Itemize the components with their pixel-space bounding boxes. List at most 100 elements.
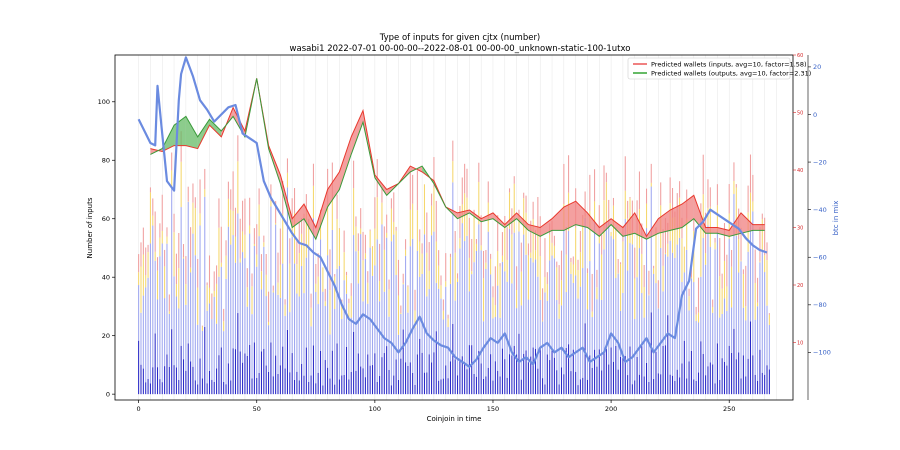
bar-segment-dark [742, 355, 744, 395]
bar-segment-yellow [175, 284, 177, 297]
bar-segment-dark [629, 346, 631, 395]
bar-segment-light [433, 231, 435, 353]
bar-segment-pink [508, 188, 511, 193]
bar-segment-dark [478, 350, 480, 395]
bar-segment-dark [523, 353, 525, 395]
bar-segment-light [296, 293, 298, 372]
bar-segment-dark [570, 371, 572, 395]
bar-segment-light [343, 280, 345, 375]
fill-inputs-above [280, 174, 293, 228]
bar-segment-light [586, 309, 589, 380]
bar-segment-dark [383, 353, 385, 395]
bar-segment-yellow [542, 320, 544, 322]
bar-segment-pink [291, 198, 293, 223]
bar-segment-yellow [648, 294, 650, 296]
bar-segment-dark [452, 323, 454, 395]
legend: Predicted wallets (inputs, avg=10, facto… [627, 57, 811, 80]
bar-segment-light [201, 330, 203, 379]
bar-segment-light [154, 260, 156, 334]
fill-inputs-above [552, 207, 564, 231]
bar-segment-yellow [154, 251, 156, 261]
bar-segment-dark [726, 365, 728, 395]
bar-segment-light [350, 317, 352, 372]
bar-segment-dark [527, 362, 529, 395]
bar-segment-yellow [348, 303, 350, 321]
bar-segment-pink [499, 263, 501, 267]
bar-segment-pink [227, 181, 229, 199]
bar-segment-pink [310, 293, 312, 308]
bar-segment-dark [679, 377, 681, 395]
bar-segment-pink [471, 238, 473, 272]
bar-segment-pink [180, 131, 182, 162]
bar-segment-light [324, 305, 326, 361]
bar-segment-yellow [291, 222, 293, 237]
bar-segment-pink [475, 239, 477, 244]
bar-segment-yellow [714, 242, 716, 250]
bar-segment-light [197, 324, 199, 385]
bar-segment-pink [579, 230, 581, 253]
bar-segment-pink [643, 265, 645, 287]
bar-segment-dark [147, 378, 149, 395]
bar-segment-light [206, 310, 208, 384]
bar-segment-yellow [438, 265, 440, 289]
bar-segment-light [445, 286, 447, 366]
bar-segment-yellow [237, 161, 239, 214]
bar-segment-yellow [388, 289, 390, 317]
bar-segment-pink [327, 168, 329, 205]
bar-segment-dark [754, 374, 756, 395]
fill-inputs-above [658, 209, 671, 234]
bar-segment-dark [362, 368, 364, 395]
bar-segment-dark [393, 375, 395, 395]
bar-segment-dark [693, 379, 695, 395]
bar-segment-pink [754, 249, 756, 283]
bar-segment-dark [308, 381, 310, 395]
bar-segment-dark [634, 380, 636, 395]
bar-segment-yellow [749, 192, 752, 222]
bar-segment-pink [435, 200, 437, 242]
bar-segment-pink [735, 184, 737, 188]
bar-segment-light [145, 287, 147, 383]
bar-segment-pink [466, 168, 468, 198]
bar-segment-dark [227, 363, 229, 395]
bar-segment-dark [532, 347, 534, 395]
fill-outputs-above [185, 116, 198, 149]
bar-segment-yellow [140, 266, 142, 313]
bar-segment-light [650, 186, 652, 313]
bar-segment-light [234, 262, 237, 350]
line-btc-in-mix [137, 56, 768, 368]
bar-segment-dark [584, 323, 586, 395]
bar-segment-light [312, 218, 314, 346]
bar-segment-yellow [454, 252, 456, 301]
right-blue-tick-label: −100 [813, 349, 831, 357]
bar-segment-yellow [204, 189, 206, 197]
bar-segment-light [270, 206, 272, 343]
bar-segment-yellow [197, 287, 199, 325]
bar-segment-light [553, 258, 555, 358]
bar-segment-dark [204, 326, 206, 395]
bar-segment-pink [480, 215, 482, 246]
bar-segment-yellow [508, 192, 511, 229]
y-tick-label: 20 [102, 332, 110, 340]
x-tick-label: 0 [137, 405, 141, 413]
bar-segment-pink [516, 266, 518, 291]
bar-segment-light [315, 292, 317, 384]
bar-segment-light [185, 304, 187, 371]
bar-segment-pink [374, 197, 376, 229]
bar-segment-pink [246, 268, 248, 288]
bar-segment-light [168, 313, 170, 367]
bar-segment-yellow [624, 190, 626, 220]
bar-segment-pink [303, 213, 305, 245]
bar-segment-pink [362, 231, 364, 261]
bar-segment-yellow [414, 310, 416, 328]
right-blue-tick-label: −40 [813, 206, 827, 214]
line-outputs [150, 78, 765, 241]
bar-segment-dark [232, 348, 234, 395]
bar-segment-yellow [631, 231, 633, 245]
bar-segment-yellow [279, 264, 281, 298]
bar-segment-dark [322, 385, 324, 395]
bar-segment-dark [431, 362, 433, 395]
bar-segment-dark [530, 356, 532, 395]
bar-segment-light [298, 296, 300, 381]
bar-segment-light [468, 291, 470, 346]
bar-segment-yellow [596, 287, 598, 300]
